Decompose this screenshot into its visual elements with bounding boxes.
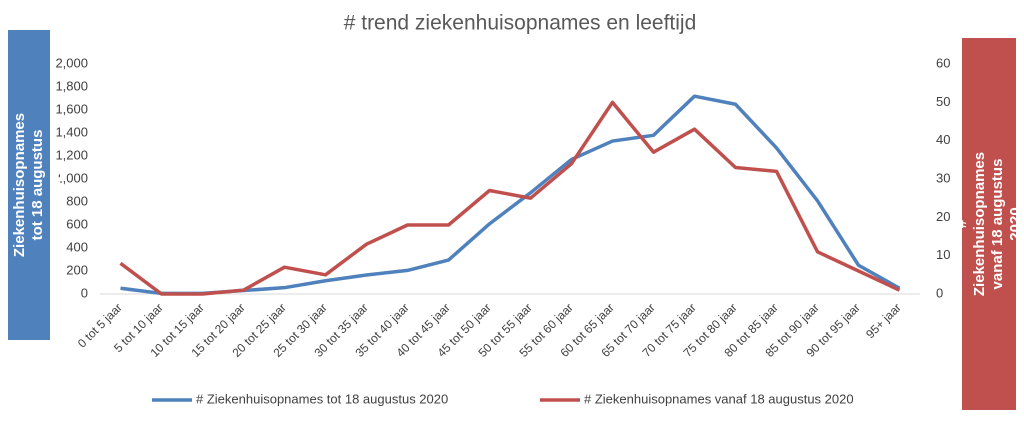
y-tick-label: 200 [66, 262, 88, 277]
y2-tick-label: 40 [936, 132, 950, 147]
y2-tick-label: 10 [936, 247, 950, 262]
y-tick-label: 1,600 [55, 101, 88, 116]
x-tick-label: 95+ jaar [863, 300, 904, 341]
series-line [119, 100, 901, 296]
y-tick-label: 800 [66, 193, 88, 208]
y-tick-label: 1,000 [55, 170, 88, 185]
y-tick-label: 1,800 [55, 78, 88, 93]
y2-axis-title: # Ziekenhuisopnames vanaf 18 augustus 20… [953, 151, 1024, 297]
y-axis-box: # Ziekenhuisopnames tot 18 augustus 2020 [0, 30, 64, 340]
y-tick-label: 600 [66, 216, 88, 231]
y2-tick-label: 0 [936, 285, 943, 300]
chart-title: # trend ziekenhuisopnames en leeftijd [344, 12, 697, 35]
y2-tick-label: 30 [936, 170, 950, 185]
y-tick-label: 2,000 [55, 55, 88, 70]
y-tick-label: 400 [66, 239, 88, 254]
legend-label: # Ziekenhuisopnames vanaf 18 augustus 20… [584, 391, 854, 406]
y2-tick-label: 50 [936, 94, 950, 109]
y-tick-label: 1,400 [55, 124, 88, 139]
y2-tick-label: 20 [936, 209, 950, 224]
legend-label: # Ziekenhuisopnames tot 18 augustus 2020 [196, 391, 448, 406]
y-axis-title: # Ziekenhuisopnames tot 18 augustus 2020 [0, 112, 65, 258]
y2-tick-label: 60 [936, 55, 950, 70]
y-tick-label: 0 [81, 285, 88, 300]
y2-axis-box: # Ziekenhuisopnames vanaf 18 augustus 20… [953, 38, 1024, 410]
series-line [120, 94, 901, 296]
y-tick-label: 1,200 [55, 147, 88, 162]
